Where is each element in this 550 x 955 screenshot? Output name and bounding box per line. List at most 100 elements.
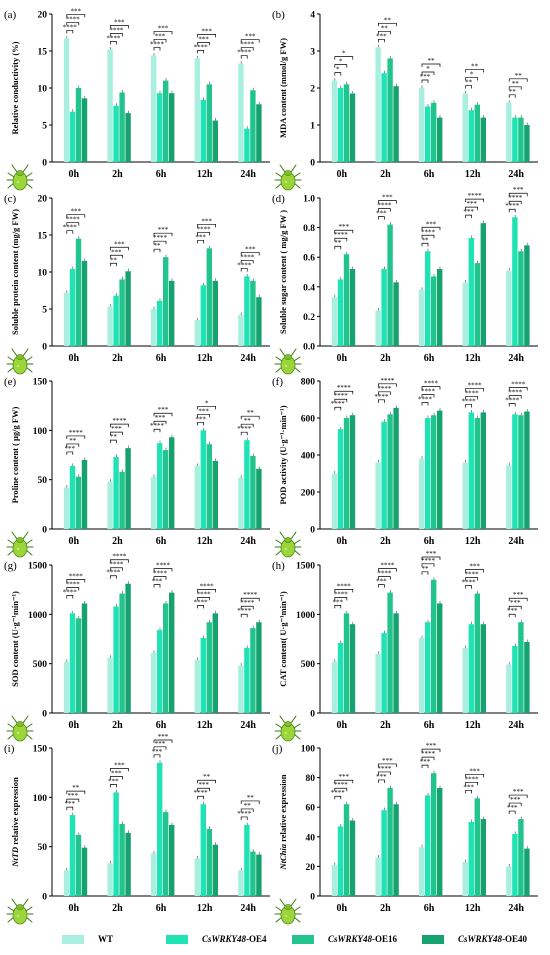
significance-label: *** bbox=[463, 208, 474, 216]
bar-wt-24h bbox=[506, 102, 512, 162]
bar-oe4-12h bbox=[200, 430, 206, 529]
bar-wt-12h bbox=[194, 858, 200, 896]
panel-label: (j) bbox=[272, 743, 283, 755]
significance-label: **** bbox=[377, 765, 392, 773]
bar-oe16-12h bbox=[474, 593, 480, 713]
bar-wt-12h bbox=[194, 659, 200, 713]
significance-bracket bbox=[378, 216, 385, 220]
significance-bracket bbox=[465, 577, 478, 581]
bar-wt-6h bbox=[151, 652, 157, 713]
significance-bracket bbox=[334, 604, 342, 609]
significance-label: **** bbox=[109, 561, 124, 569]
panel-label: (g) bbox=[4, 560, 17, 572]
significance-label: ** bbox=[334, 239, 342, 247]
significance-bracket bbox=[240, 808, 254, 812]
significance-label: *** bbox=[114, 19, 125, 27]
significance-bracket bbox=[240, 597, 260, 602]
significance-bracket bbox=[465, 404, 472, 408]
bar-oe40-12h bbox=[212, 613, 218, 713]
y-axis-label: CAT content( U·g⁻¹min⁻¹) bbox=[278, 591, 288, 687]
significance-label: *** bbox=[469, 563, 480, 571]
bar-wt-2h bbox=[107, 481, 113, 529]
significance-label: **** bbox=[66, 15, 81, 23]
bar-oe4-2h bbox=[113, 456, 119, 529]
significance-label: *** bbox=[158, 24, 169, 32]
aphid-icon bbox=[274, 715, 302, 742]
bar-oe16-12h bbox=[206, 248, 212, 346]
significance-bracket bbox=[197, 223, 216, 228]
bar-wt-12h bbox=[462, 462, 468, 529]
significance-bracket bbox=[334, 787, 348, 792]
significance-bracket bbox=[421, 764, 429, 769]
bar-oe40-24h bbox=[256, 104, 262, 162]
bar-oe4-0h bbox=[337, 429, 344, 529]
bar-wt-24h bbox=[506, 270, 512, 346]
bar-oe40-24h bbox=[524, 848, 530, 896]
significance-bracket bbox=[66, 595, 74, 599]
significance-bracket bbox=[334, 779, 354, 784]
y-tick-label: 60 bbox=[306, 804, 316, 814]
significance-bracket bbox=[508, 802, 522, 807]
significance-label: *** bbox=[65, 445, 76, 453]
y-tick-label: 3 bbox=[310, 48, 315, 58]
panel-label: (f) bbox=[272, 376, 283, 388]
significance-bracket bbox=[240, 605, 254, 610]
bar-oe4-2h bbox=[113, 792, 119, 896]
bar-oe40-2h bbox=[393, 86, 399, 162]
significance-label: **** bbox=[377, 202, 392, 210]
significance-label: *** bbox=[155, 740, 166, 748]
y-axis-label: Relative conductivity (%) bbox=[10, 41, 20, 134]
bar-oe40-6h bbox=[169, 592, 175, 713]
significance-bracket bbox=[197, 421, 204, 426]
significance-label: *** bbox=[195, 233, 206, 241]
bar-oe40-2h bbox=[125, 583, 131, 713]
significance-label: **** bbox=[237, 425, 252, 433]
bar-oe16-6h bbox=[163, 257, 169, 346]
x-tick-label: 12h bbox=[465, 353, 481, 364]
bar-oe40-2h bbox=[393, 613, 399, 713]
significance-label: *** bbox=[201, 27, 212, 35]
bar-oe40-0h bbox=[349, 415, 356, 529]
bar-oe16-6h bbox=[163, 812, 169, 896]
panel-label: (h) bbox=[272, 560, 285, 572]
significance-bracket bbox=[153, 420, 167, 425]
bar-oe4-2h bbox=[381, 73, 387, 162]
significance-label: **** bbox=[66, 580, 81, 588]
significance-label: **** bbox=[337, 582, 352, 590]
significance-bracket bbox=[465, 396, 478, 400]
significance-bracket bbox=[465, 388, 484, 392]
significance-bracket bbox=[66, 798, 80, 803]
x-tick-label: 24h bbox=[508, 353, 524, 364]
significance-label: * bbox=[205, 399, 209, 407]
bar-oe40-24h bbox=[524, 411, 530, 529]
significance-label: *** bbox=[420, 758, 431, 766]
bar-oe40-0h bbox=[349, 269, 356, 346]
significance-bracket bbox=[240, 47, 254, 51]
significance-bracket bbox=[421, 226, 441, 231]
y-tick-label: 0 bbox=[42, 893, 47, 903]
bar-oe40-24h bbox=[524, 245, 530, 346]
significance-bracket bbox=[240, 268, 248, 272]
significance-label: **** bbox=[505, 397, 520, 405]
significance-bracket bbox=[508, 403, 516, 407]
bar-wt-0h bbox=[331, 473, 338, 529]
significance-label: **** bbox=[374, 393, 389, 401]
bar-oe4-12h bbox=[468, 237, 474, 346]
chart-panel-a: (a) 0 5 10 15 20 Relative conductivity (%) 0h **… bbox=[4, 7, 270, 191]
significance-bracket bbox=[153, 576, 167, 580]
significance-bracket bbox=[240, 613, 248, 618]
chart-panel-c: (c) 0 5 10 15 20 Soluble protein content (mg/g… bbox=[4, 193, 270, 375]
significance-bracket bbox=[153, 739, 173, 743]
significance-label: **** bbox=[69, 572, 84, 580]
significance-label: **** bbox=[505, 202, 520, 210]
x-tick-label: 2h bbox=[112, 536, 123, 547]
bar-wt-24h bbox=[238, 63, 244, 162]
significance-bracket bbox=[66, 222, 80, 226]
significance-bracket bbox=[153, 232, 173, 237]
legend-label-oe4: CsWRKY48-OE4 bbox=[202, 934, 267, 944]
significance-label: * bbox=[342, 50, 346, 58]
significance-label: *** bbox=[65, 800, 76, 808]
significance-bracket bbox=[110, 246, 129, 251]
chart-panel-i: (i) 0 50 100 150 NtTD relative expression 0h **… bbox=[4, 733, 270, 925]
significance-label: *** bbox=[466, 200, 477, 208]
